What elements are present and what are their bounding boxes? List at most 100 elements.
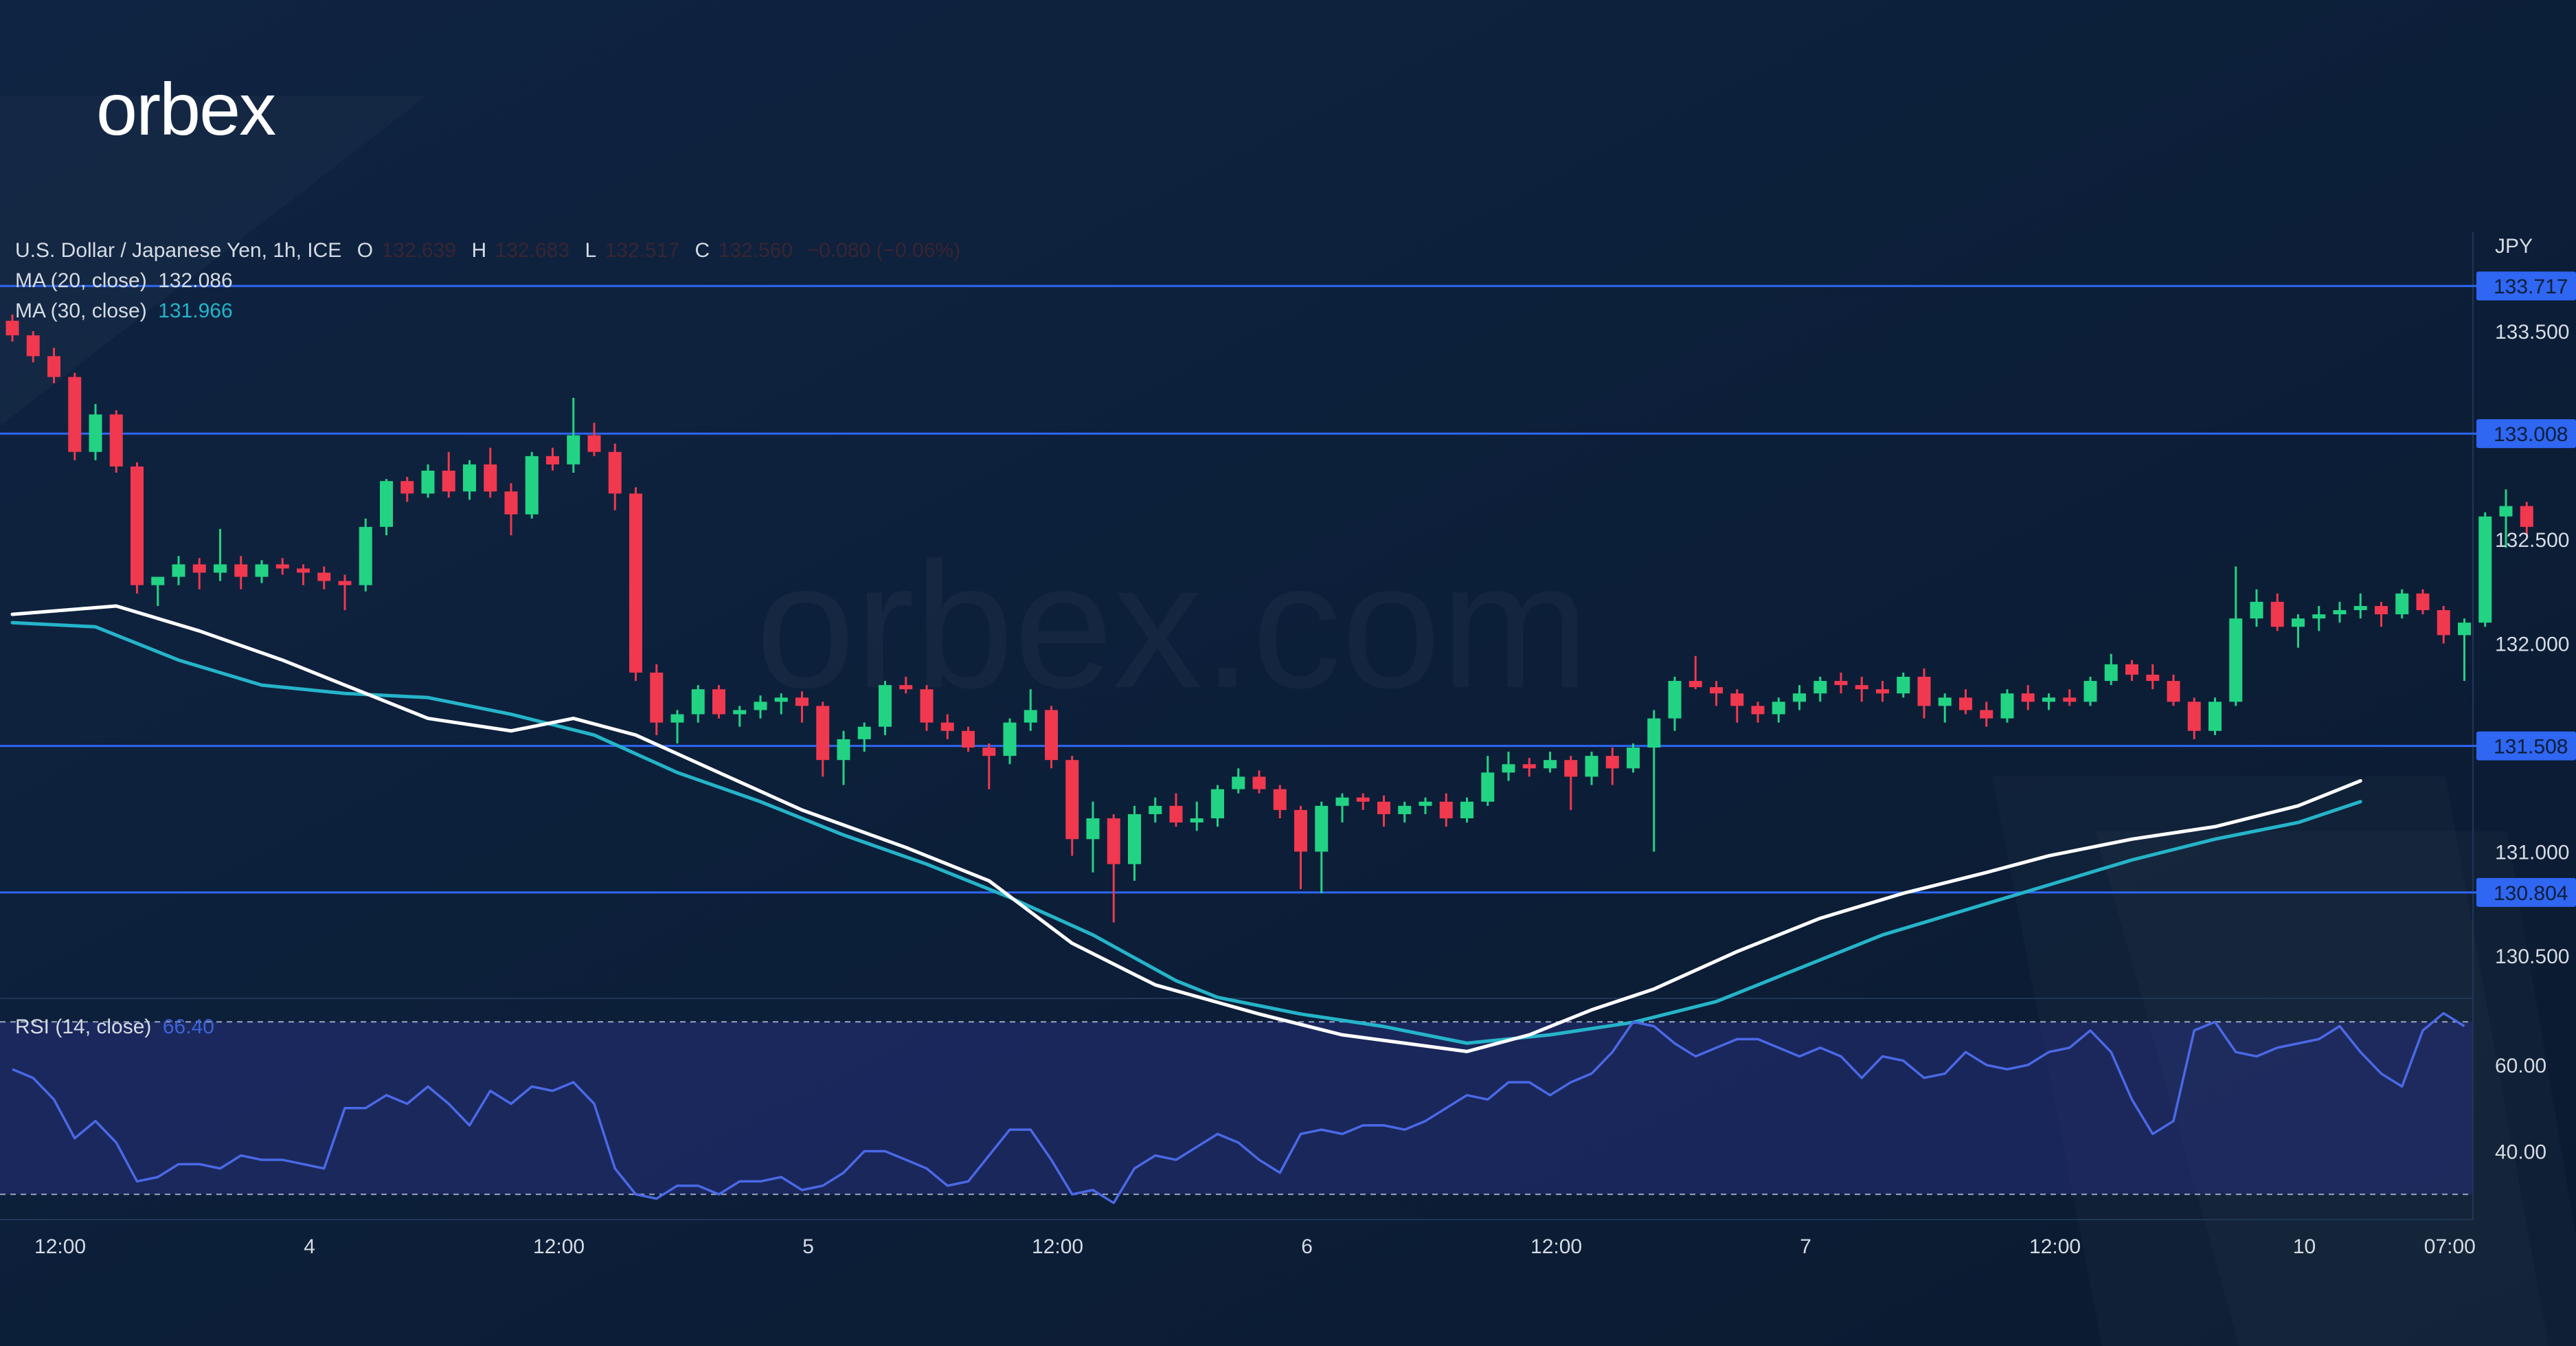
rsi-band: [0, 1022, 2473, 1195]
candle-body-8: [172, 564, 185, 577]
candle-body-114: [2375, 605, 2388, 615]
candle-16: [338, 574, 352, 611]
candle-body-95: [1980, 710, 1993, 719]
candle-114: [2375, 601, 2388, 627]
time-tick-5: 6: [1301, 1235, 1313, 1258]
level-tag-0: [2476, 271, 2576, 301]
candle-72: [1502, 752, 1515, 781]
rsi-legend: RSI (14, close) 66.40: [15, 1016, 214, 1038]
candle-8: [172, 556, 185, 585]
candle-body-98: [2042, 697, 2055, 702]
candle-body-24: [504, 491, 518, 515]
ma30-legend: MA (30, close) 131.966: [15, 300, 233, 322]
candle-120: [2499, 489, 2513, 548]
candle-9: [192, 558, 206, 590]
candle-68: [1419, 797, 1432, 814]
candle-95: [1980, 702, 1993, 727]
level-tag-1: [2476, 419, 2576, 449]
candle-body-20: [421, 471, 435, 494]
candle-70: [1460, 797, 1473, 823]
candle-84: [1751, 702, 1765, 723]
level-label-1: 133.008: [2494, 423, 2568, 446]
candle-60: [1252, 770, 1266, 794]
candle-body-86: [1793, 693, 1806, 702]
candle-34: [712, 685, 725, 719]
candle-body-110: [2292, 618, 2305, 627]
candle-46: [962, 726, 975, 752]
candle-80: [1668, 676, 1682, 731]
candle-26: [546, 447, 559, 471]
ohlc-low-value: 132.517: [605, 239, 679, 262]
candle-82: [1710, 681, 1723, 706]
rsi-line: [12, 1011, 2465, 1204]
candle-48: [1003, 718, 1017, 765]
ohlc-change: −0.080 (−0.06%): [807, 239, 961, 262]
candle-body-25: [525, 456, 539, 515]
candle-body-56: [1169, 805, 1183, 823]
candle-29: [608, 443, 622, 511]
candle-body-3: [68, 377, 82, 452]
ohlc-low-key: L: [585, 239, 596, 262]
symbol-name: U.S. Dollar / Japanese Yen, 1h, ICE: [15, 239, 341, 262]
symbol-legend: U.S. Dollar / Japanese Yen, 1h, ICE O 13…: [15, 239, 960, 262]
ma30-label: MA (30, close): [15, 300, 147, 322]
candle-body-61: [1273, 789, 1287, 810]
candle-body-33: [691, 689, 705, 715]
candle-body-65: [1356, 797, 1370, 802]
candle-78: [1627, 743, 1640, 773]
ma20-legend: MA (20, close) 132.086: [15, 269, 233, 292]
candle-88: [1834, 672, 1848, 694]
candle-body-73: [1522, 764, 1536, 769]
candle-body-11: [234, 564, 248, 577]
candle-body-116: [2416, 593, 2430, 611]
candle-90: [1876, 681, 1889, 702]
candle-body-79: [1647, 718, 1661, 748]
time-tick-10: 07:00: [2424, 1235, 2476, 1258]
candle-41: [857, 722, 871, 752]
candle-98: [2042, 693, 2055, 710]
candle-22: [463, 460, 476, 500]
candle-18: [380, 479, 393, 535]
candle-24: [504, 483, 518, 535]
candle-86: [1793, 685, 1806, 710]
candle-body-76: [1585, 756, 1598, 777]
candle-15: [317, 566, 331, 590]
candle-40: [837, 730, 850, 785]
candle-body-38: [795, 697, 809, 706]
candle-body-47: [982, 748, 996, 756]
candle-body-50: [1045, 710, 1058, 761]
candle-body-109: [2270, 601, 2284, 627]
level-tag-2: [2476, 731, 2576, 761]
candle-25: [525, 451, 539, 519]
candle-67: [1398, 801, 1412, 823]
candle-55: [1149, 797, 1162, 823]
candle-body-89: [1855, 685, 1868, 690]
candle-body-30: [629, 493, 642, 673]
candle-62: [1294, 805, 1307, 890]
candle-body-18: [380, 481, 393, 527]
candle-104: [2167, 674, 2180, 706]
candle-body-26: [546, 456, 559, 464]
candle-51: [1065, 756, 1079, 856]
candle-20: [421, 464, 435, 498]
candle-117: [2437, 605, 2450, 644]
candle-body-62: [1294, 809, 1307, 852]
ohlc-open-value: 132.639: [382, 239, 456, 262]
candle-99: [2063, 689, 2077, 706]
candle-body-87: [1814, 681, 1827, 694]
candle-body-49: [1024, 710, 1037, 723]
candle-body-13: [275, 564, 289, 569]
candle-body-103: [2146, 674, 2160, 682]
candle-body-82: [1710, 687, 1723, 694]
time-tick-9: 10: [2293, 1235, 2316, 1258]
candle-27: [567, 397, 580, 473]
candle-47: [982, 743, 996, 789]
candle-body-84: [1751, 706, 1765, 715]
candle-76: [1585, 752, 1598, 785]
ohlc-open-key: O: [357, 239, 373, 262]
candle-74: [1544, 752, 1557, 773]
candle-body-2: [47, 356, 60, 377]
candle-37: [774, 693, 788, 715]
candle-body-119: [2478, 516, 2492, 623]
price-tick-2: 132.500: [2495, 529, 2569, 552]
